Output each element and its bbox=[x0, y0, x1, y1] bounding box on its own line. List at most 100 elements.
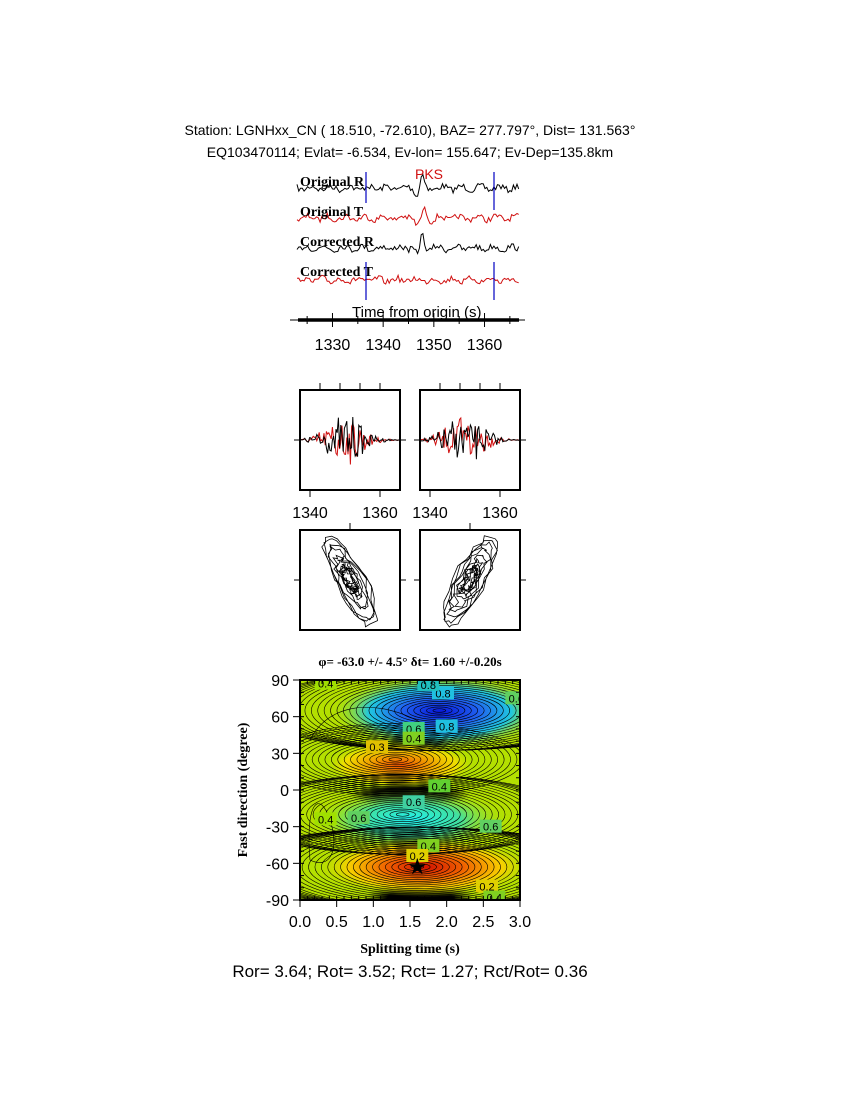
time-tick-label: 1340 bbox=[365, 337, 401, 354]
contour-label: 0.2 bbox=[410, 851, 425, 863]
contour-label: 0.4 bbox=[432, 781, 447, 793]
contour-line bbox=[324, 739, 467, 780]
time-tick-label: 1330 bbox=[315, 337, 351, 354]
contour-label: 0.4 bbox=[318, 679, 333, 691]
contour-label: 0.4 bbox=[318, 814, 333, 826]
contour-line bbox=[388, 757, 403, 762]
contour-line bbox=[300, 724, 518, 794]
contour-line bbox=[426, 706, 453, 715]
contour-line bbox=[395, 812, 410, 817]
contour-label: 0.4 bbox=[487, 893, 502, 905]
contour-field: 0.80.80.80.60.40.30.40.60.60.60.40.20.20… bbox=[300, 679, 520, 905]
contour-y-tick-label: 60 bbox=[271, 710, 289, 727]
contour-label-box bbox=[417, 680, 440, 691]
contour-x-tick-label: 2.0 bbox=[436, 914, 458, 931]
contour-line bbox=[305, 733, 486, 785]
ratio-summary: Ror= 3.64; Rot= 3.52; Rct= 1.27; Rct/Rot… bbox=[232, 962, 587, 981]
contour-label-box bbox=[505, 691, 520, 705]
contour-y-tick-label: 30 bbox=[271, 746, 289, 763]
contour-x-tick-label: 1.5 bbox=[399, 914, 421, 931]
trace-label-original-t: Original T bbox=[300, 205, 364, 220]
contour-label-box bbox=[483, 890, 506, 900]
contour-line bbox=[369, 751, 422, 767]
trace-label-original-r: Original R bbox=[300, 175, 365, 190]
contour-line bbox=[375, 753, 415, 766]
contour-y-tick-label: 90 bbox=[271, 673, 289, 690]
contour-line bbox=[300, 783, 512, 846]
overlay-tick-label: 1340 bbox=[292, 505, 328, 522]
trace-label-corrected-t: Corrected T bbox=[300, 265, 374, 280]
contour-line bbox=[300, 774, 520, 855]
contour-label-box bbox=[406, 849, 429, 862]
contour-line bbox=[330, 680, 520, 742]
contour-x-tick-label: 2.5 bbox=[472, 914, 494, 931]
time-axis-label: Time from origin (s) bbox=[352, 304, 481, 321]
contour-x-tick-label: 1.0 bbox=[362, 914, 384, 931]
contour-label-box bbox=[314, 812, 337, 826]
trace-original-r bbox=[296, 173, 520, 197]
contour-line bbox=[300, 732, 492, 787]
contour-line bbox=[382, 755, 409, 764]
contour-label: 0.3 bbox=[369, 742, 384, 754]
header-line1: Station: LGNHxx_CN ( 18.510, -72.610), B… bbox=[185, 122, 636, 138]
contour-line bbox=[340, 845, 495, 889]
contour-line bbox=[300, 776, 520, 853]
contour-line bbox=[413, 703, 466, 719]
trace-corrected-t bbox=[296, 273, 519, 285]
contour-line bbox=[300, 774, 520, 855]
contour-line bbox=[304, 680, 520, 749]
contour-xlabel: Splitting time (s) bbox=[360, 942, 460, 957]
contour-y-tick-label: -60 bbox=[266, 856, 289, 873]
waveform-panel: Original R Original T Corrected R Correc… bbox=[290, 166, 525, 354]
contour-line bbox=[318, 737, 473, 782]
best-fit-star-icon bbox=[408, 858, 426, 875]
overlay-panels: 1340 1360 1340 1360 bbox=[292, 383, 526, 522]
particle-motion-trace bbox=[321, 535, 378, 628]
contour-line bbox=[331, 741, 460, 778]
contour-ylabel: Fast direction (degree) bbox=[236, 722, 251, 857]
contour-line bbox=[356, 748, 435, 771]
particle-motion-path bbox=[443, 535, 498, 628]
contour-y-tick-label: -90 bbox=[266, 893, 289, 910]
contour-label-box bbox=[417, 839, 440, 853]
trace-corrected-r bbox=[296, 232, 520, 255]
time-tick-label: 1350 bbox=[416, 337, 452, 354]
contour-label-box bbox=[402, 721, 425, 735]
contour-x-tick-label: 0.5 bbox=[326, 914, 348, 931]
overlay-tick-label: 1360 bbox=[362, 505, 398, 522]
contour-label-box bbox=[428, 779, 451, 793]
overlay-traces bbox=[300, 416, 400, 465]
contour-line bbox=[306, 787, 499, 842]
contour-x-tick-label: 3.0 bbox=[509, 914, 531, 931]
particle-motion-frame bbox=[299, 529, 401, 631]
contour-label: 0.6 bbox=[483, 822, 498, 834]
particle-motion-path bbox=[321, 535, 378, 628]
overlay-trace bbox=[420, 421, 520, 460]
particle-motion-panels bbox=[294, 523, 526, 631]
contour-line bbox=[300, 680, 520, 751]
contour-label-box bbox=[476, 879, 498, 893]
header-line2: EQ103470114; Evlat= -6.534, Ev-lon= 155.… bbox=[207, 144, 613, 160]
contour-label-box bbox=[314, 680, 337, 690]
contour-label: 0.8 bbox=[435, 688, 450, 700]
contour-line bbox=[312, 788, 493, 840]
phase-label: PKS bbox=[415, 166, 443, 182]
contour-label: 0.8 bbox=[421, 680, 436, 692]
contour-line bbox=[419, 704, 459, 717]
contour-label-box bbox=[366, 740, 388, 754]
contour-line bbox=[300, 723, 520, 796]
overlay-trace bbox=[300, 416, 400, 458]
contour-label-box bbox=[347, 811, 370, 825]
contour-line bbox=[323, 680, 520, 744]
contour-line bbox=[300, 828, 520, 900]
contour-line bbox=[300, 830, 520, 900]
contour-line bbox=[350, 746, 441, 773]
contour-line bbox=[300, 827, 520, 900]
contour-line bbox=[300, 680, 520, 751]
contour-line bbox=[432, 708, 447, 713]
contour-label-box bbox=[402, 731, 425, 745]
contour-line bbox=[300, 826, 520, 900]
contour-label: 0.6 bbox=[406, 797, 421, 809]
contour-y-tick-label: -30 bbox=[266, 820, 289, 837]
